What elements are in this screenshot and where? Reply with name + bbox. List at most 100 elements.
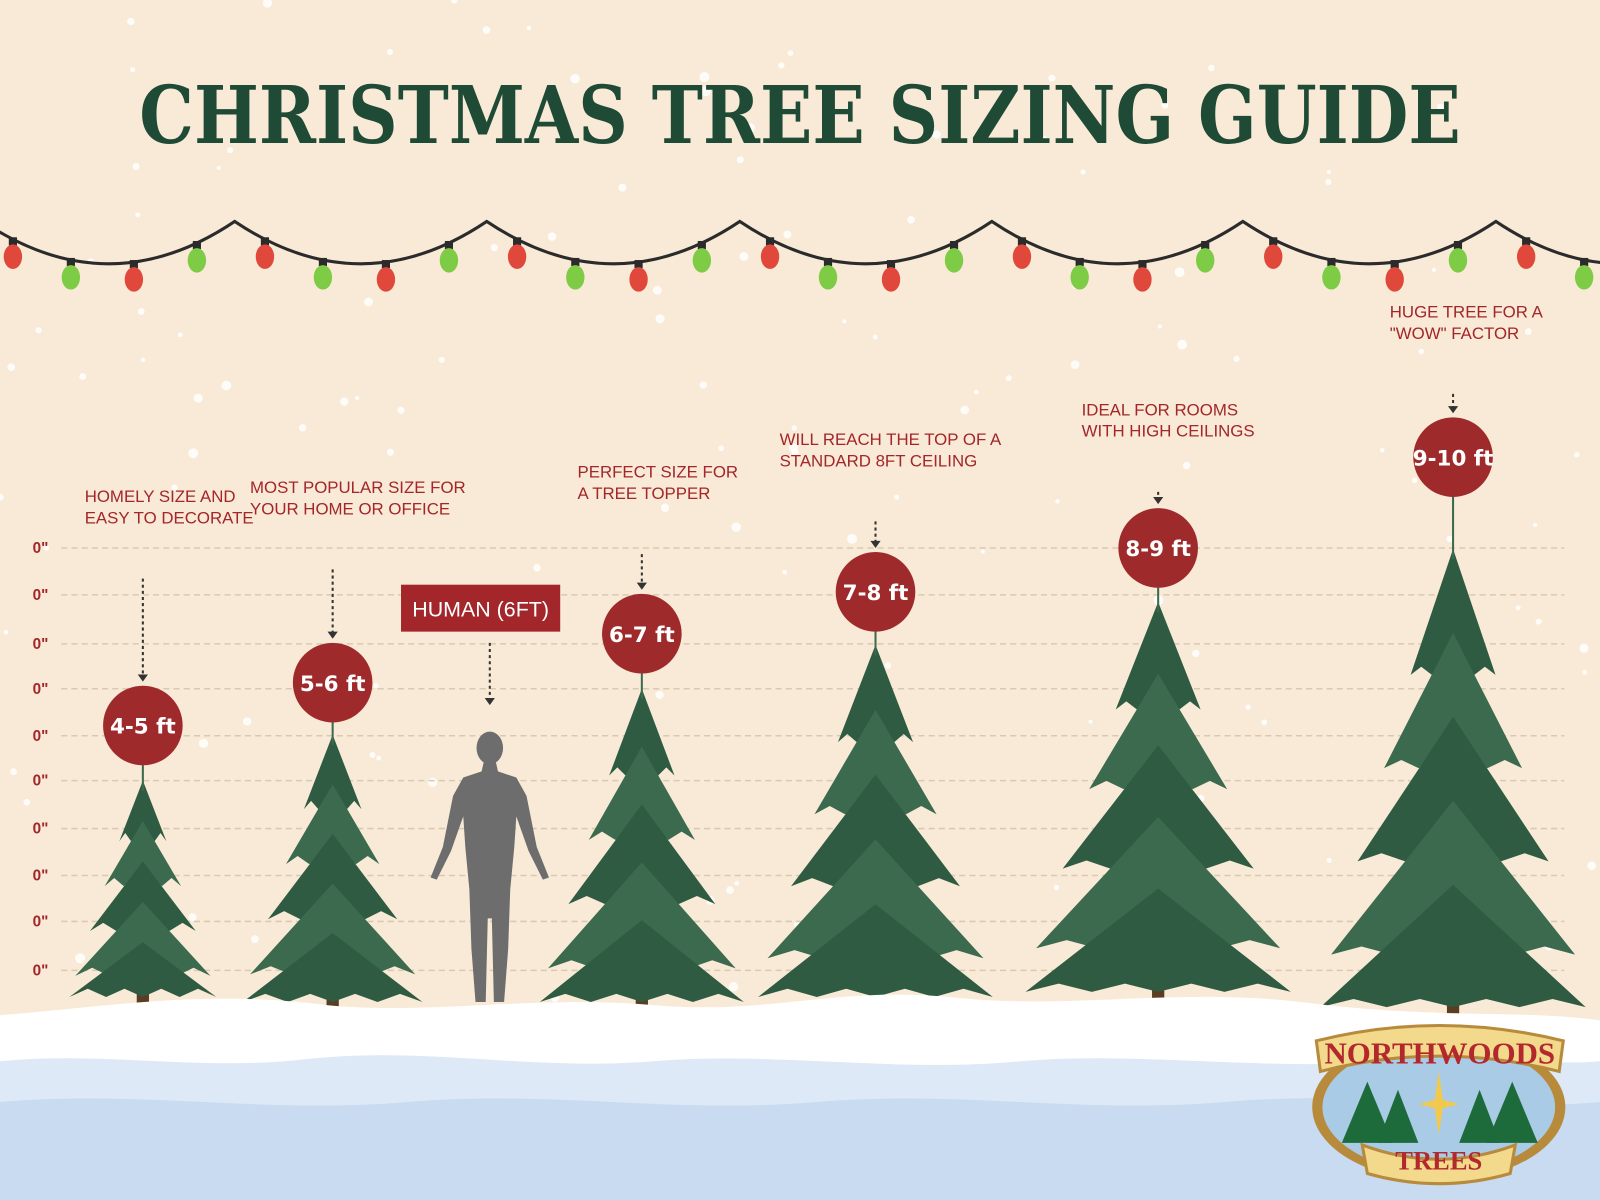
tree-layer <box>837 644 914 743</box>
light-socket <box>260 237 270 246</box>
snow-ground <box>0 994 1600 1200</box>
snow-dot <box>140 357 146 363</box>
snow-dot <box>127 17 135 26</box>
snow-dot <box>376 755 382 761</box>
light-socket <box>949 240 959 250</box>
snow-dot <box>1055 499 1060 504</box>
snow-dot <box>386 448 394 456</box>
silhouette <box>430 731 549 1003</box>
snow-dot <box>490 244 498 252</box>
tree-layer <box>1089 673 1228 790</box>
snow-dot <box>718 445 725 452</box>
snow-dot <box>791 425 798 431</box>
size-description: YOUR HOME OR OFFICE <box>250 499 450 518</box>
light-bulb <box>124 267 144 292</box>
title: CHRISTMAS TREE SIZING GUIDE <box>139 68 1460 162</box>
snow-dot <box>791 448 799 456</box>
light-socket <box>634 260 643 269</box>
string-lights <box>0 219 1600 292</box>
light-socket <box>1522 237 1531 246</box>
snow-dot <box>188 913 197 922</box>
snow-dot <box>960 405 970 415</box>
snow-dot <box>718 89 723 95</box>
size-description: WILL REACH THE TOP OF A <box>780 430 1002 449</box>
snow-dot <box>570 73 580 84</box>
snow-dot <box>1005 375 1012 382</box>
snow-dot <box>198 738 209 748</box>
size-badge <box>1118 508 1198 588</box>
logo-top: NORTHWOODS <box>1324 1036 1555 1070</box>
light-socket <box>886 260 896 269</box>
snow-dot <box>1431 267 1437 272</box>
snow-dot <box>75 953 86 964</box>
light-socket <box>513 237 522 246</box>
size-badge <box>602 593 682 674</box>
tree-layer <box>119 780 167 842</box>
snow-dot <box>171 484 178 492</box>
logo-banner-bottom <box>1360 1142 1518 1186</box>
snow-dot <box>1261 719 1268 726</box>
arrow-head <box>137 674 148 682</box>
light-socket <box>66 257 75 267</box>
tree-layer <box>588 746 695 840</box>
snow-dot <box>438 356 445 363</box>
light-bulb <box>1012 244 1032 269</box>
snow-dot <box>1515 605 1521 611</box>
tree-layer <box>89 861 196 932</box>
snow-dot <box>1245 704 1251 710</box>
tree-layer <box>285 784 380 865</box>
snow-dot <box>177 332 183 338</box>
size-description: "WOW" FACTOR <box>1390 324 1519 343</box>
size-description: EASY TO DECORATE <box>85 508 254 527</box>
axis-label: 0" <box>33 587 49 604</box>
light-bulb <box>629 267 648 292</box>
light-bulb <box>1264 244 1283 269</box>
tree-layer <box>1025 888 1291 992</box>
snow-dot <box>699 381 707 389</box>
snow-dot <box>43 544 50 551</box>
light-bulb <box>3 244 23 269</box>
size-label: 8-9 ft <box>1125 537 1191 562</box>
snow-dot <box>932 130 941 139</box>
trees: 4-5 ft HOMELY SIZE AND EASY TO DECORATE 5-6… <box>69 302 1586 1018</box>
axis-label: 0" <box>33 540 49 557</box>
light-bulb <box>313 265 333 290</box>
snow-dot <box>10 768 17 776</box>
size-description: STANDARD 8FT CEILING <box>780 451 978 470</box>
logo-trees <box>1341 1081 1538 1143</box>
size-badge <box>1413 417 1493 497</box>
snow-dot <box>746 123 755 133</box>
light-socket <box>1327 257 1336 267</box>
snow-dot <box>1524 328 1532 335</box>
light-bulb <box>692 248 712 273</box>
snow-dot <box>1437 103 1444 111</box>
light-socket <box>1075 257 1084 267</box>
snow-dot <box>700 86 711 97</box>
light-socket <box>571 257 580 267</box>
tree-layer <box>1331 800 1576 955</box>
size-label: 9-10 ft <box>1413 446 1494 471</box>
light-socket <box>823 257 833 267</box>
size-description: WITH HIGH CEILINGS <box>1082 422 1255 441</box>
tree-layer <box>1036 816 1281 949</box>
snow-dot <box>298 424 307 432</box>
axis-label: 0" <box>33 963 49 980</box>
snow-dot <box>7 363 16 371</box>
snow-dot <box>355 395 360 401</box>
snow-dot <box>847 533 858 544</box>
snow-dot <box>1157 324 1162 329</box>
size-badge <box>292 642 373 723</box>
snow-dot <box>1048 74 1056 82</box>
snow-dot <box>1325 178 1332 186</box>
light-bulb <box>1322 265 1341 290</box>
tree-layer <box>104 821 182 887</box>
snow-dot <box>193 393 203 403</box>
light-socket <box>8 237 17 246</box>
snow-dot <box>132 162 140 170</box>
snow-dot <box>526 25 532 31</box>
snow-dot <box>373 683 379 689</box>
snow-dot <box>907 215 915 224</box>
light-bulb <box>187 248 207 273</box>
snow-dot <box>79 373 87 381</box>
